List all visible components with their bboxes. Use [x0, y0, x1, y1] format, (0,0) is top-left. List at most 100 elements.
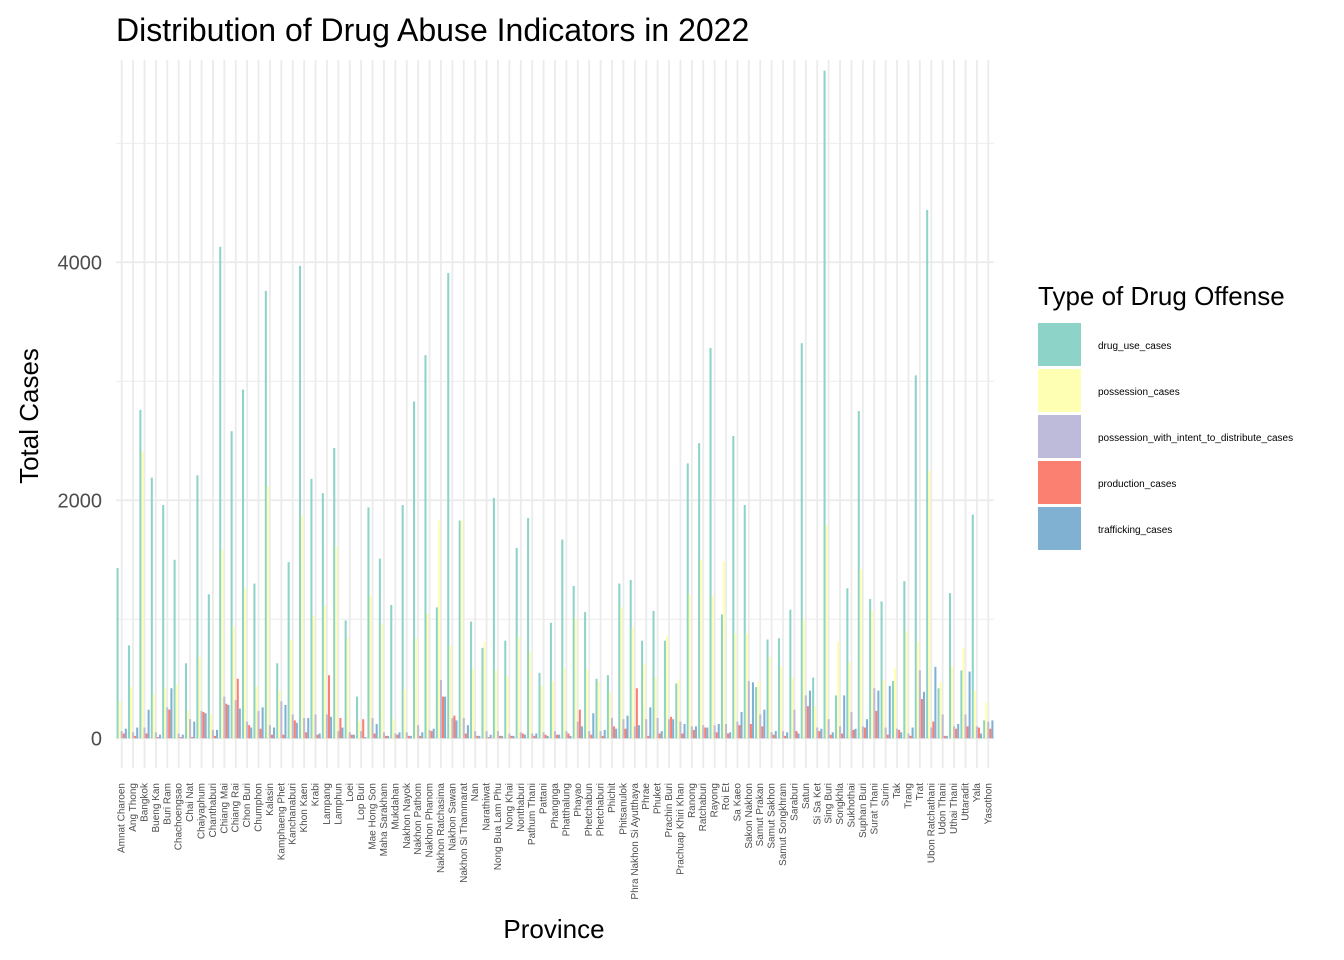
bar-production_cases	[293, 720, 296, 739]
bar-possession_with_intent_to_distribute_cases	[713, 725, 716, 739]
bar-possession_cases	[392, 719, 395, 739]
bar-trafficking_cases	[398, 732, 401, 739]
bar-production_cases	[305, 732, 308, 739]
bar-possession_cases	[677, 679, 680, 739]
bar-possession_cases	[973, 690, 976, 739]
legend-key-trafficking_cases	[1038, 507, 1081, 550]
x-tick-label: Lop Buri	[356, 783, 367, 820]
bar-trafficking_cases	[409, 735, 412, 739]
bar-possession_with_intent_to_distribute_cases	[154, 732, 157, 739]
bar-possession_cases	[130, 687, 133, 739]
bar-trafficking_cases	[968, 671, 971, 739]
bar-possession_with_intent_to_distribute_cases	[337, 731, 340, 739]
bar-production_cases	[544, 734, 547, 739]
bar-production_cases	[430, 731, 433, 739]
bar-drug_use_cases	[184, 663, 188, 739]
bar-possession_with_intent_to_distribute_cases	[291, 714, 294, 739]
bar-possession_cases	[346, 638, 349, 739]
bar-possession_cases	[814, 706, 817, 739]
bar-possession_with_intent_to_distribute_cases	[850, 712, 853, 739]
legend-key-possession_with_intent_to_distribute_cases	[1038, 415, 1081, 458]
bar-possession_with_intent_to_distribute_cases	[405, 732, 408, 739]
bar-production_cases	[521, 733, 524, 739]
bar-drug_use_cases	[310, 478, 313, 739]
bar-drug_use_cases	[561, 539, 564, 739]
bar-possession_with_intent_to_distribute_cases	[143, 727, 146, 739]
bar-possession_with_intent_to_distribute_cases	[941, 714, 944, 739]
bar-production_cases	[487, 737, 490, 739]
bar-possession_with_intent_to_distribute_cases	[873, 688, 876, 739]
bar-possession_with_intent_to_distribute_cases	[622, 719, 625, 739]
bar-possession_cases	[939, 682, 942, 739]
bar-possession_cases	[529, 651, 532, 739]
bar-trafficking_cases	[330, 716, 333, 739]
chart-title: Distribution of Drug Abuse Indicators in…	[116, 12, 749, 48]
bar-production_cases	[829, 734, 832, 739]
bar-production_cases	[624, 728, 627, 739]
bar-possession_cases	[278, 690, 281, 739]
bar-trafficking_cases	[649, 707, 652, 739]
bar-drug_use_cases	[344, 620, 347, 739]
bar-drug_use_cases	[378, 558, 381, 739]
bar-possession_with_intent_to_distribute_cases	[565, 731, 568, 739]
bar-drug_use_cases	[698, 443, 701, 739]
bar-possession_with_intent_to_distribute_cases	[953, 726, 956, 739]
bar-possession_cases	[187, 710, 190, 739]
bar-production_cases	[681, 733, 684, 739]
bar-possession_cases	[631, 627, 634, 739]
bar-possession_with_intent_to_distribute_cases	[747, 681, 750, 739]
bar-production_cases	[920, 698, 923, 739]
bar-drug_use_cases	[926, 209, 929, 739]
bar-possession_cases	[700, 559, 703, 739]
bar-trafficking_cases	[295, 722, 298, 739]
bar-possession_with_intent_to_distribute_cases	[439, 679, 443, 739]
bar-drug_use_cases	[390, 604, 393, 739]
bar-production_cases	[613, 726, 616, 739]
x-tick-labels: Amnat Charoen Ang Thong Bangkok Bueng Kan Bu…	[117, 782, 995, 900]
bar-drug_use_cases	[321, 493, 324, 739]
bar-production_cases	[122, 733, 125, 739]
bar-drug_use_cases	[470, 621, 473, 739]
legend-label: trafficking_cases	[1098, 525, 1172, 536]
x-tick-label: Surat Thani	[869, 783, 880, 835]
bar-possession_cases	[711, 595, 714, 739]
bar-possession_with_intent_to_distribute_cases	[519, 732, 522, 739]
bar-production_cases	[407, 735, 410, 739]
x-tick-label: Phuket	[653, 783, 664, 814]
bar-trafficking_cases	[193, 721, 196, 739]
bar-drug_use_cases	[937, 688, 940, 739]
bar-production_cases	[852, 729, 855, 739]
bar-production_cases	[761, 726, 764, 739]
x-tick-label: Kamphaeng Phet	[276, 783, 287, 861]
y-tick-label: 4000	[58, 252, 103, 274]
bar-production_cases	[442, 696, 445, 739]
bar-possession_cases	[358, 721, 361, 739]
bar-trafficking_cases	[922, 691, 926, 739]
bar-drug_use_cases	[333, 447, 336, 739]
x-tick-label: Udon Thani	[938, 783, 949, 835]
bar-production_cases	[966, 726, 969, 739]
bar-possession_cases	[483, 641, 486, 739]
bar-trafficking_cases	[729, 732, 732, 739]
x-tick-label: Buri Ram	[162, 783, 173, 825]
bar-possession_cases	[494, 670, 497, 739]
bar-drug_use_cases	[618, 583, 621, 739]
bar-possession_with_intent_to_distribute_cases	[268, 725, 271, 739]
bar-possession_with_intent_to_distribute_cases	[690, 726, 693, 739]
bar-possession_with_intent_to_distribute_cases	[120, 731, 123, 739]
x-tick-label: Chumphon	[254, 783, 265, 832]
y-axis-title: Total Cases	[14, 348, 44, 484]
bar-possession_with_intent_to_distribute_cases	[257, 710, 260, 739]
bar-drug_use_cases	[196, 475, 199, 739]
bar-trafficking_cases	[124, 728, 127, 739]
bar-trafficking_cases	[307, 718, 310, 739]
bar-trafficking_cases	[808, 690, 811, 739]
x-tick-label: Chon Buri	[242, 783, 253, 827]
bar-possession_with_intent_to_distribute_cases	[132, 732, 135, 739]
bar-production_cases	[339, 718, 342, 739]
bar-possession_cases	[848, 662, 851, 739]
bar-trafficking_cases	[204, 713, 207, 739]
bar-possession_with_intent_to_distribute_cases	[394, 733, 397, 739]
bar-drug_use_cases	[652, 610, 655, 739]
